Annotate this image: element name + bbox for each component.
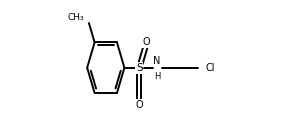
Text: O: O — [143, 37, 151, 47]
Text: S: S — [136, 63, 142, 73]
Text: O: O — [135, 100, 143, 110]
Text: Cl: Cl — [206, 63, 215, 73]
Text: H: H — [154, 72, 160, 82]
Text: N: N — [154, 56, 161, 66]
Text: CH₃: CH₃ — [67, 13, 84, 22]
